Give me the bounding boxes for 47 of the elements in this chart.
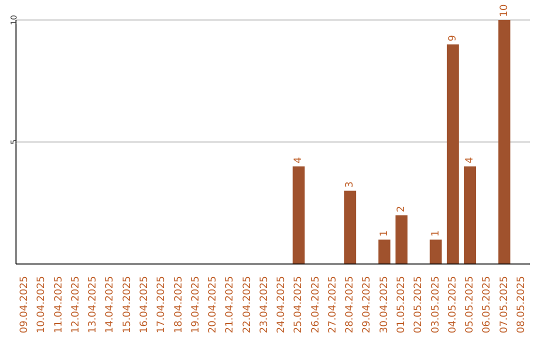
x-tick-label: 01.05.2025 [396, 276, 407, 334]
x-tick-label: 21.04.2025 [224, 276, 236, 334]
x-tick-label: 09.04.2025 [19, 276, 30, 334]
x-tick-label: 29.04.2025 [362, 276, 373, 334]
bar [446, 44, 459, 264]
x-tick-label: 16.04.2025 [139, 276, 150, 334]
x-tick-label: 22.04.2025 [242, 276, 253, 334]
data-label: 10 [498, 4, 510, 17]
data-label: 4 [464, 157, 476, 164]
x-tick-label: 07.05.2025 [498, 276, 510, 334]
data-label: 4 [293, 157, 304, 164]
x-tick-label: 15.04.2025 [122, 276, 133, 334]
bar [344, 190, 356, 264]
data-label: 3 [344, 181, 356, 188]
x-tick-label: 23.04.2025 [258, 276, 270, 334]
data-label: 1 [378, 230, 390, 237]
x-tick-label: 03.05.2025 [430, 276, 442, 334]
x-tick-label: 26.04.2025 [310, 276, 322, 334]
bar [464, 166, 476, 264]
bar [396, 215, 408, 264]
bar [430, 240, 442, 264]
x-tick-label: 17.04.2025 [156, 276, 168, 334]
x-tick-label: 08.05.2025 [516, 276, 527, 334]
y-tick-label: 5 [10, 139, 18, 145]
x-tick-label: 14.04.2025 [104, 276, 116, 334]
x-tick-label: 05.05.2025 [464, 276, 476, 334]
x-tick-label: 12.04.2025 [70, 276, 82, 334]
data-label: 1 [430, 230, 442, 237]
x-tick-label: 10.04.2025 [36, 276, 48, 334]
bar [498, 20, 510, 264]
x-tick-label: 27.04.2025 [327, 276, 338, 334]
bar [292, 166, 305, 264]
x-tick-label: 06.05.2025 [482, 276, 493, 334]
data-label: 9 [447, 35, 458, 42]
x-tick-label: 18.04.2025 [173, 276, 184, 334]
x-tick-label: 24.04.2025 [276, 276, 288, 334]
x-tick-label: 20.04.2025 [208, 276, 219, 334]
bar [378, 240, 390, 264]
x-tick-label: 04.05.2025 [447, 276, 458, 334]
x-tick-label: 28.04.2025 [344, 276, 356, 334]
x-tick-label: 19.04.2025 [190, 276, 202, 334]
x-tick-label: 11.04.2025 [53, 276, 64, 334]
x-tick-label: 25.04.2025 [293, 276, 304, 334]
data-label: 2 [396, 206, 408, 212]
x-tick-label: 13.04.2025 [88, 276, 99, 334]
x-tick-label: 02.05.2025 [413, 276, 424, 334]
x-tick-label: 30.04.2025 [378, 276, 390, 334]
